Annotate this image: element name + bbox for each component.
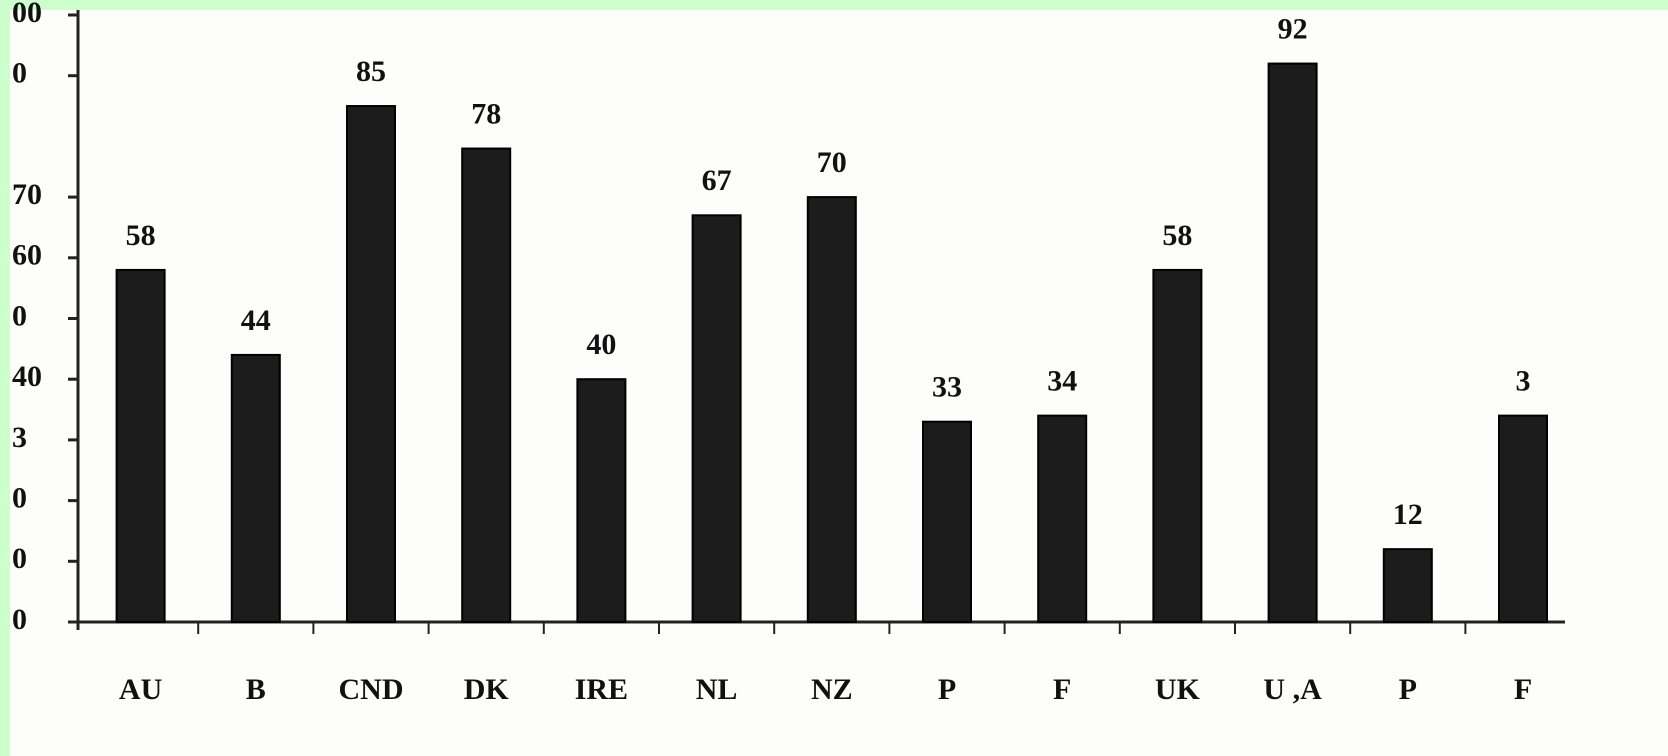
x-tick-label: B [246,673,266,706]
y-tick-label: 0 [12,542,27,575]
y-tick-label: 00 [12,0,42,29]
bar [1382,548,1433,623]
x-tick-label: IRE [575,673,628,706]
value-label: 3 [1516,365,1531,398]
value-label: 85 [356,55,386,88]
x-tick-label: NL [696,673,738,706]
bar [346,105,396,624]
x-tick-label: CND [339,673,404,706]
x-tick-label: F [1053,673,1071,706]
x-tick-label: F [1514,673,1532,706]
y-tick-label: 0 [12,57,27,90]
value-label: 92 [1278,12,1308,45]
bar [691,214,742,623]
x-tick-label: AU [119,673,162,706]
y-tick-label: 70 [12,178,42,211]
x-tick-label: U ,A [1263,673,1322,706]
y-tick-label: 0 [12,299,27,332]
value-label: 58 [126,219,156,252]
y-tick-label: 60 [12,239,42,272]
x-tick-label: DK [464,673,510,706]
value-label: 67 [702,164,732,197]
value-label: 34 [1047,365,1077,398]
value-label: 78 [471,97,501,130]
value-label: 70 [817,146,847,179]
bar [1152,268,1203,623]
value-label: 12 [1393,498,1423,531]
x-tick-label: P [1399,673,1417,706]
bar [461,147,512,623]
bar [1498,414,1548,623]
x-tick-label: NZ [811,673,853,706]
y-tick-label: 0 [12,603,27,636]
bar [806,196,857,623]
bar [115,268,166,623]
y-tick-label: 0 [12,481,27,514]
bar [922,420,972,623]
y-tick-label: 40 [12,360,42,393]
x-tick-label: UK [1155,673,1201,706]
bar [230,353,281,623]
bar [1037,414,1088,623]
value-label: 40 [586,328,616,361]
value-label: 33 [932,371,962,404]
value-label: 58 [1162,219,1192,252]
x-tick-label: P [938,673,956,706]
bar [576,378,627,624]
bar [1267,62,1318,624]
value-label: 44 [241,304,271,337]
y-tick-label: 3 [12,421,27,454]
